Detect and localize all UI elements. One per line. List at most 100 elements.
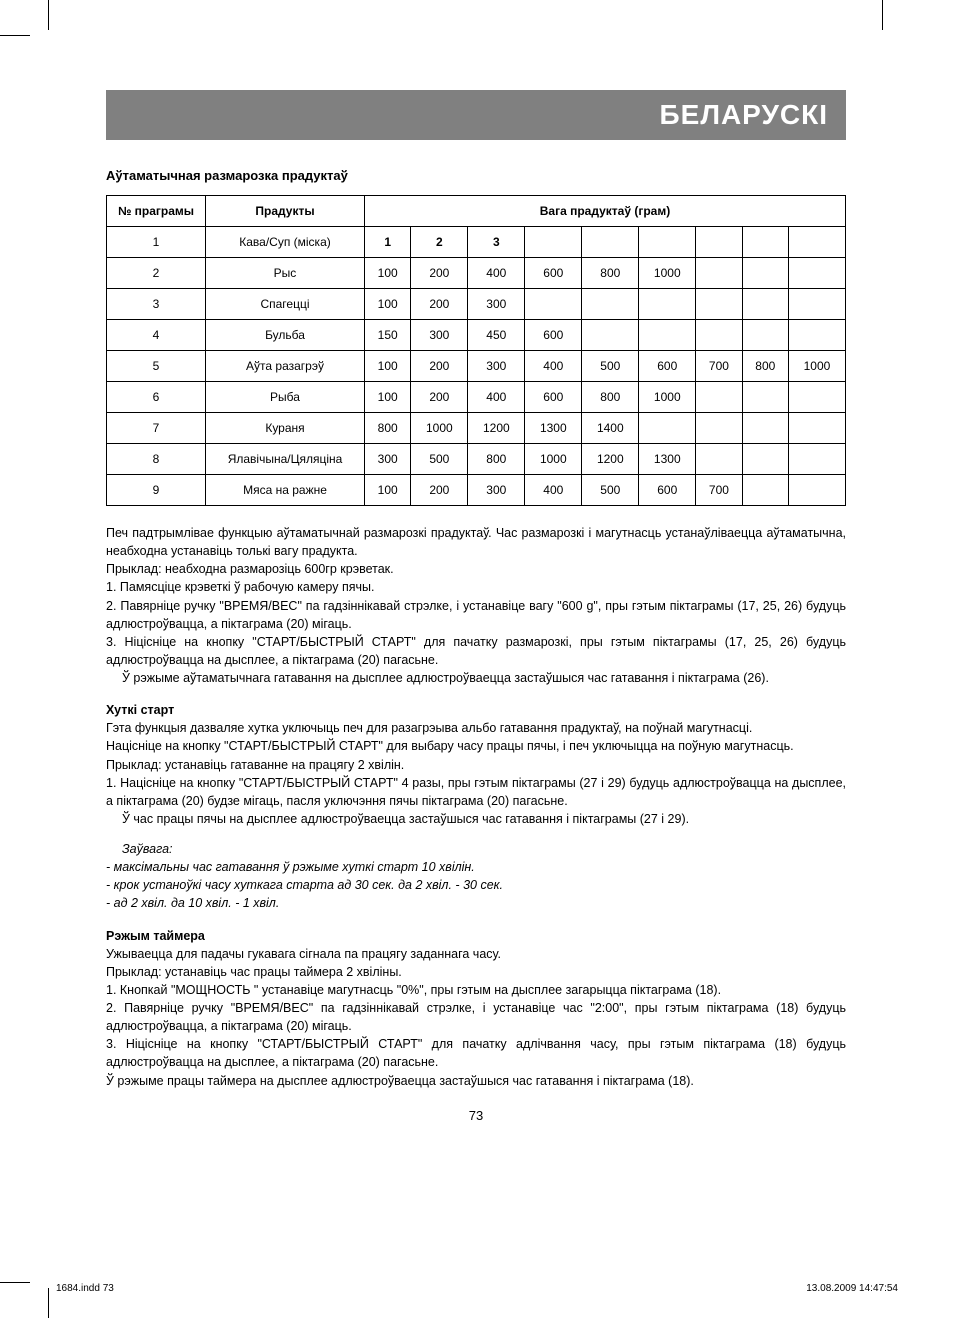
text-line: Ў рэжыме аўтаматычнага гатавання на дысп… xyxy=(106,669,846,687)
table-row: 7Кураня8001000120013001400 xyxy=(107,413,846,444)
cell-weight xyxy=(742,475,788,506)
crop-mark xyxy=(0,35,30,36)
cell-weight: 1300 xyxy=(525,413,582,444)
cell-weight: 500 xyxy=(582,475,639,506)
page-number: 73 xyxy=(106,1108,846,1123)
footer-right: 13.08.2009 14:47:54 xyxy=(806,1283,898,1294)
list-item: 1. Націсніце на кнопку "СТАРТ/БЫСТРЫЙ СТ… xyxy=(106,774,846,810)
cell-weight xyxy=(742,382,788,413)
cell-weight: 800 xyxy=(468,444,525,475)
cell-weight: 700 xyxy=(696,351,742,382)
cell-weight xyxy=(639,320,696,351)
cell-program: 9 xyxy=(107,475,206,506)
cell-weight: 600 xyxy=(525,382,582,413)
cell-weight xyxy=(525,227,582,258)
cell-weight: 800 xyxy=(365,413,411,444)
text-line: Ў рэжыме працы таймера на дысплее адлюст… xyxy=(106,1072,846,1090)
cell-weight: 1200 xyxy=(582,444,639,475)
cell-weight xyxy=(742,320,788,351)
cell-weight xyxy=(582,289,639,320)
list-item: 3. Ніцісніце на кнопку "СТАРТ/БЫСТРЫЙ СТ… xyxy=(106,633,846,669)
table-row: 9Мяса на ражне100200300400500600700 xyxy=(107,475,846,506)
cell-product: Мяса на ражне xyxy=(206,475,365,506)
cell-weight: 100 xyxy=(365,289,411,320)
cell-weight: 1400 xyxy=(582,413,639,444)
cell-weight xyxy=(696,320,742,351)
cell-weight xyxy=(788,289,845,320)
cell-program: 4 xyxy=(107,320,206,351)
cell-weight xyxy=(696,382,742,413)
cell-weight: 600 xyxy=(525,258,582,289)
text-line: Печ падтрымлівае функцыю аўтаматычнай ра… xyxy=(106,524,846,560)
crop-mark xyxy=(48,1288,49,1318)
cell-weight: 300 xyxy=(411,320,468,351)
cell-weight: 1000 xyxy=(639,382,696,413)
cell-weight xyxy=(582,320,639,351)
cell-weight: 800 xyxy=(742,351,788,382)
cell-weight xyxy=(696,289,742,320)
cell-weight xyxy=(639,227,696,258)
cell-product: Рыс xyxy=(206,258,365,289)
cell-weight: 200 xyxy=(411,351,468,382)
cell-product: Кураня xyxy=(206,413,365,444)
cell-weight xyxy=(742,444,788,475)
cell-weight xyxy=(582,227,639,258)
cell-program: 1 xyxy=(107,227,206,258)
page: БЕЛАРУСКI Аўтаматычная размарозка прадук… xyxy=(0,0,954,1318)
cell-weight xyxy=(696,444,742,475)
cell-weight xyxy=(525,289,582,320)
cell-weight: 200 xyxy=(411,382,468,413)
table-row: 3Спагецці100200300 xyxy=(107,289,846,320)
cell-weight xyxy=(788,444,845,475)
content-area: БЕЛАРУСКI Аўтаматычная размарозка прадук… xyxy=(106,90,846,1123)
cell-weight: 1000 xyxy=(788,351,845,382)
spacer xyxy=(106,828,846,840)
cell-weight: 400 xyxy=(468,382,525,413)
cell-weight: 400 xyxy=(525,475,582,506)
text-line: Гэта функцыя дазваляе хутка уключыць печ… xyxy=(106,719,846,737)
table-row: 8Ялавічына/Цяляціна300500800100012001300 xyxy=(107,444,846,475)
table-row: 2Рыс1002004006008001000 xyxy=(107,258,846,289)
cell-program: 7 xyxy=(107,413,206,444)
cell-weight: 800 xyxy=(582,258,639,289)
cell-weight xyxy=(788,382,845,413)
cell-weight: 600 xyxy=(525,320,582,351)
cell-weight xyxy=(788,475,845,506)
cell-weight: 100 xyxy=(365,382,411,413)
cell-program: 2 xyxy=(107,258,206,289)
cell-weight xyxy=(788,320,845,351)
crop-mark xyxy=(48,0,49,30)
list-item: 1. Кнопкай "МОЩНОСТЬ " устанавіце магутн… xyxy=(106,981,846,999)
cell-weight: 1000 xyxy=(525,444,582,475)
cell-product: Кава/Суп (міска) xyxy=(206,227,365,258)
crop-mark xyxy=(882,0,883,30)
cell-weight: 400 xyxy=(525,351,582,382)
cell-weight: 1 xyxy=(365,227,411,258)
list-item: 2. Павярніце ручку "ВРЕМЯ/ВЕС" па гадзін… xyxy=(106,597,846,633)
table-row: 5Аўта разагрэў10020030040050060070080010… xyxy=(107,351,846,382)
cell-weight xyxy=(788,227,845,258)
text-line: Націсніце на кнопку "СТАРТ/БЫСТРЫЙ СТАРТ… xyxy=(106,737,846,755)
cell-weight: 300 xyxy=(468,475,525,506)
text-line: Ў час працы пячы на дысплее адлюстроўвае… xyxy=(106,810,846,828)
cell-product: Спагецці xyxy=(206,289,365,320)
th-program: № праграмы xyxy=(107,196,206,227)
list-item: 2. Павярніце ручку "ВРЕМЯ/ВЕС" па гадзін… xyxy=(106,999,846,1035)
th-products: Прадукты xyxy=(206,196,365,227)
note-line: - ад 2 хвіл. да 10 хвіл. - 1 хвіл. xyxy=(106,894,846,912)
cell-weight xyxy=(742,227,788,258)
subhead-timer: Рэжым таймера xyxy=(106,927,846,945)
cell-weight: 2 xyxy=(411,227,468,258)
cell-weight: 1000 xyxy=(639,258,696,289)
cell-program: 3 xyxy=(107,289,206,320)
cell-weight: 100 xyxy=(365,258,411,289)
cell-weight xyxy=(639,289,696,320)
cell-weight: 100 xyxy=(365,351,411,382)
text-line: Прыклад: устанавіць гатаванне на працягу… xyxy=(106,756,846,774)
defrost-programs-table: № праграмы Прадукты Вага прадуктаў (грам… xyxy=(106,195,846,506)
cell-product: Ялавічына/Цяляціна xyxy=(206,444,365,475)
section-title-defrost: Аўтаматычная размарозка прадуктаў xyxy=(106,168,846,183)
header-bar: БЕЛАРУСКI xyxy=(106,90,846,140)
cell-weight: 800 xyxy=(582,382,639,413)
cell-weight xyxy=(696,258,742,289)
